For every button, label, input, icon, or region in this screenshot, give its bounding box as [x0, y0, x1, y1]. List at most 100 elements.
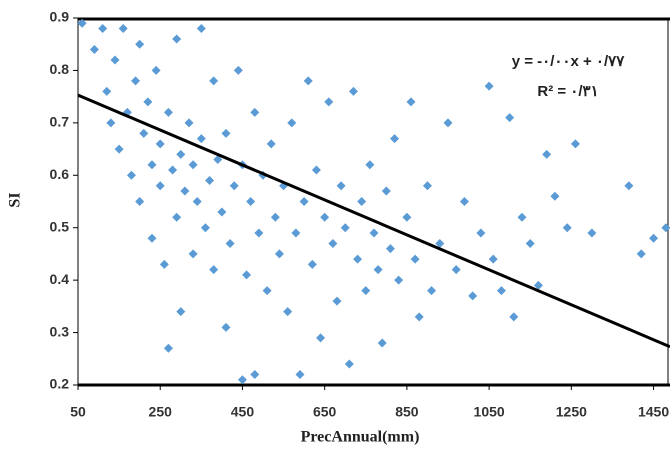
point [311, 165, 321, 175]
point [624, 181, 634, 191]
point [542, 149, 552, 159]
point [155, 181, 165, 191]
point [172, 212, 182, 222]
point [102, 86, 112, 96]
point [237, 375, 247, 385]
y-tick-label: 0.2 [50, 376, 70, 392]
point [459, 197, 469, 206]
point [299, 197, 309, 206]
point [110, 55, 120, 65]
point [570, 139, 580, 149]
point [225, 238, 235, 248]
x-tick-label: 1250 [556, 404, 587, 420]
y-tick-label: 0.8 [50, 61, 70, 77]
point [316, 333, 326, 343]
point [332, 296, 342, 306]
x-tick-label: 850 [395, 404, 419, 420]
point [143, 97, 153, 107]
point [307, 259, 317, 269]
point [233, 65, 243, 75]
point [336, 181, 346, 191]
point [636, 249, 646, 259]
point [192, 197, 202, 206]
point [147, 233, 157, 243]
point [151, 65, 161, 75]
point [496, 286, 506, 296]
x-tick-label: 450 [231, 404, 255, 420]
points [77, 18, 670, 385]
point [344, 359, 354, 369]
point [328, 238, 338, 248]
point [381, 186, 391, 196]
point [283, 307, 293, 317]
point [118, 23, 128, 33]
point [390, 134, 400, 144]
point [209, 265, 219, 275]
point [77, 18, 87, 28]
point [254, 228, 264, 238]
point [168, 165, 178, 175]
point [159, 259, 169, 269]
point [414, 312, 424, 322]
point [221, 128, 231, 138]
point [89, 44, 99, 54]
point [184, 118, 194, 128]
y-tick-label: 0.3 [50, 323, 70, 339]
point [291, 228, 301, 238]
point [262, 286, 272, 296]
point [295, 370, 305, 380]
point [266, 139, 276, 149]
point [200, 223, 210, 233]
point [205, 176, 215, 186]
point [468, 291, 478, 301]
point [135, 197, 145, 206]
y-tick-label: 0.4 [50, 271, 70, 287]
point [274, 249, 284, 259]
point [176, 149, 186, 159]
x-tick-label: 1450 [638, 404, 669, 420]
point [250, 370, 260, 380]
y-axis-title: SI [7, 192, 24, 207]
point [435, 238, 445, 248]
point [163, 343, 173, 353]
point [649, 233, 659, 243]
point [373, 265, 383, 275]
point [242, 270, 252, 280]
trend-layer [77, 93, 670, 349]
point [135, 39, 145, 49]
point [562, 223, 572, 233]
point [661, 223, 670, 233]
point [188, 249, 198, 259]
point [217, 207, 227, 217]
y-tick-label: 0.5 [50, 218, 70, 234]
point [139, 128, 149, 138]
point [484, 81, 494, 91]
point [357, 197, 367, 206]
point [365, 160, 375, 170]
point [525, 238, 535, 248]
point [533, 280, 543, 290]
point [406, 97, 416, 107]
point [443, 118, 453, 128]
point [488, 254, 498, 264]
equation: y = -۰/۰۰x + ۰/۷۷ [512, 53, 625, 70]
point [155, 139, 165, 149]
point [221, 322, 231, 332]
point [213, 155, 223, 165]
point [270, 212, 280, 222]
point [196, 134, 206, 144]
point [353, 254, 363, 264]
point [476, 228, 486, 238]
point [147, 160, 157, 170]
point [324, 97, 334, 107]
point [402, 212, 412, 222]
trendline [77, 93, 670, 349]
point [196, 23, 206, 33]
point [505, 113, 515, 123]
point [340, 223, 350, 233]
point [361, 286, 371, 296]
point [176, 307, 186, 317]
point [451, 265, 461, 275]
point [385, 244, 395, 254]
